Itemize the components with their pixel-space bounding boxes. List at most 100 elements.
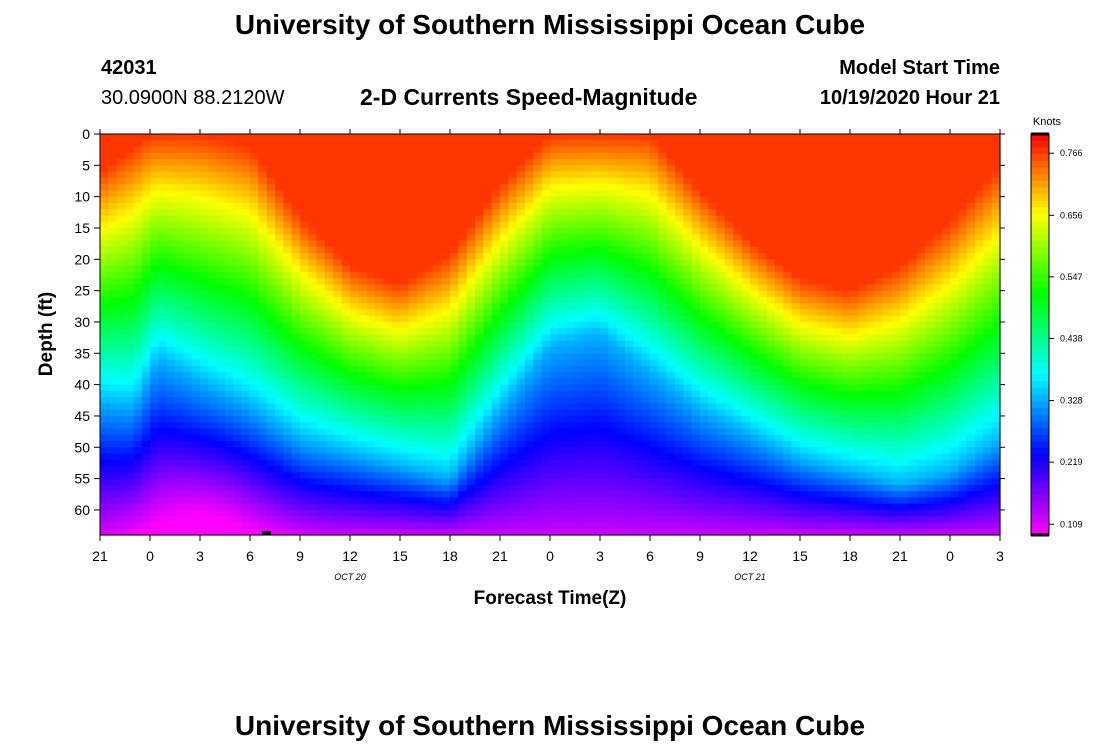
heatmap-cell (391, 209, 401, 217)
heatmap-cell (650, 303, 659, 311)
heatmap-cell (200, 334, 209, 342)
heatmap-cell (158, 359, 168, 367)
heatmap-cell (700, 184, 709, 191)
heatmap-cell (133, 390, 143, 398)
heatmap-cell (108, 390, 118, 398)
heatmap-cell (525, 528, 534, 536)
heatmap-cell (666, 309, 676, 317)
heatmap-cell (625, 184, 634, 191)
heatmap-cell (366, 478, 376, 486)
heatmap-cell (158, 390, 168, 398)
heatmap-cell (441, 246, 451, 254)
heatmap-cell (400, 509, 409, 517)
heatmap-cell (691, 447, 701, 455)
heatmap-cell (583, 184, 593, 191)
heatmap-cell (241, 221, 251, 229)
heatmap-cell (250, 478, 259, 486)
heatmap-cell (375, 372, 384, 379)
heatmap-cell (208, 415, 218, 423)
heatmap-cell (291, 516, 301, 524)
heatmap-cell (275, 177, 284, 185)
heatmap-cell (158, 347, 168, 354)
heatmap-cell (191, 315, 201, 323)
heatmap-cell (608, 190, 618, 198)
heatmap-cell (366, 453, 376, 461)
heatmap-cell (300, 209, 309, 217)
heatmap-cell (533, 202, 543, 210)
heatmap-cell (366, 390, 376, 398)
heatmap-cell (150, 271, 159, 279)
heatmap-cell (133, 403, 143, 411)
heatmap-cell (341, 422, 351, 430)
heatmap-cell (108, 259, 118, 267)
heatmap-cell (533, 434, 543, 442)
heatmap-cell (333, 309, 343, 317)
heatmap-cell (533, 190, 543, 198)
heatmap-cell (366, 528, 376, 536)
heatmap-cell (491, 134, 501, 141)
heatmap-cell (141, 234, 151, 242)
heatmap-cell (408, 497, 418, 505)
heatmap-cell (175, 466, 184, 473)
heatmap-cell (733, 428, 743, 436)
heatmap-cell (125, 509, 134, 517)
heatmap-cell (675, 284, 684, 292)
heatmap-cell (283, 334, 293, 342)
heatmap-cell (300, 159, 309, 166)
heatmap-cell (666, 215, 676, 223)
heatmap-cell (666, 397, 676, 405)
heatmap-cell (650, 516, 659, 524)
heatmap-cell (141, 459, 151, 467)
heatmap-cell (350, 528, 359, 536)
heatmap-cell (566, 253, 576, 260)
heatmap-cell (558, 171, 568, 179)
heatmap-cell (191, 171, 201, 179)
heatmap-cell (333, 227, 343, 235)
heatmap-cell (625, 422, 634, 430)
heatmap-cell (700, 246, 709, 254)
heatmap-cell (541, 466, 551, 473)
heatmap-cell (500, 528, 509, 536)
heatmap-cell (200, 146, 209, 154)
heatmap-cell (391, 315, 401, 323)
heatmap-cell (458, 140, 468, 148)
heatmap-cell (333, 491, 343, 499)
heatmap-cell (225, 321, 234, 329)
heatmap-cell (475, 165, 484, 173)
heatmap-cell (533, 296, 543, 304)
heatmap-cell (466, 378, 476, 386)
heatmap-cell (608, 234, 618, 242)
heatmap-cell (366, 253, 376, 260)
heatmap-cell (191, 415, 201, 423)
heatmap-cell (491, 284, 501, 292)
heatmap-cell (566, 359, 576, 367)
heatmap-cell (108, 234, 118, 242)
heatmap-cell (475, 240, 484, 248)
heatmap-cell (533, 459, 543, 467)
heatmap-cell (650, 209, 659, 217)
heatmap-cell (450, 134, 459, 141)
heatmap-cell (241, 265, 251, 273)
heatmap-cell (725, 215, 734, 223)
heatmap-cell (450, 434, 459, 442)
heatmap-cell (175, 447, 184, 455)
heatmap-cell (541, 372, 551, 379)
heatmap-cell (516, 516, 526, 524)
heatmap-cell (350, 271, 359, 279)
heatmap-cell (191, 165, 201, 173)
heatmap-cell (708, 152, 718, 160)
heatmap-cell (300, 347, 309, 354)
heatmap-cell (350, 353, 359, 361)
heatmap-cell (541, 278, 551, 285)
heatmap-cell (641, 353, 651, 361)
heatmap-cell (708, 171, 718, 179)
heatmap-cell (158, 403, 168, 411)
heatmap-cell (491, 253, 501, 260)
heatmap-cell (150, 372, 159, 379)
heatmap-cell (491, 196, 501, 204)
heatmap-cell (333, 528, 343, 536)
heatmap-cell (433, 459, 443, 467)
heatmap-cell (700, 353, 709, 361)
heatmap-cell (208, 303, 218, 311)
heatmap-cell (325, 347, 334, 354)
